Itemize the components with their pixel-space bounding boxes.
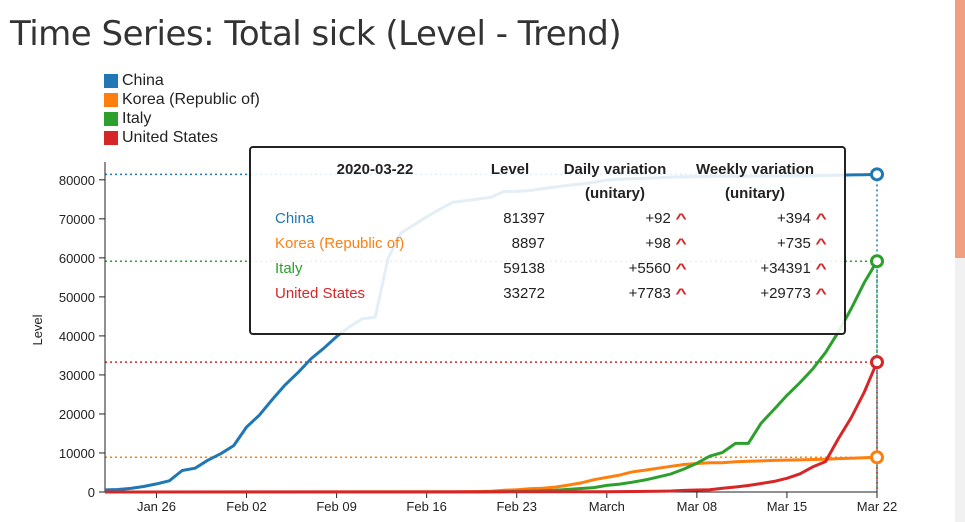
legend-item[interactable]: Korea (Republic of) [104, 90, 260, 109]
x-tick-label: Mar 15 [767, 499, 807, 514]
chevron-up-icon: ^ [815, 235, 827, 251]
legend-item[interactable]: Italy [104, 109, 260, 128]
y-tick-label: 70000 [59, 212, 95, 227]
legend-label: Italy [122, 110, 152, 127]
series-point-marker[interactable] [870, 167, 884, 182]
chevron-up-icon: ^ [675, 260, 687, 276]
x-tick-label: March [589, 499, 625, 514]
series-point-marker[interactable] [870, 254, 884, 269]
hover-markers [870, 167, 884, 465]
x-tick-label: Jan 26 [137, 499, 176, 514]
tooltip-daily-value: +98 ^ [545, 231, 687, 256]
legend-swatch [104, 111, 118, 126]
y-tick-label: 10000 [59, 446, 95, 461]
scrollbar-thumb[interactable] [955, 0, 965, 258]
series-line[interactable] [104, 361, 879, 494]
tooltip-table: 2020-03-22 Level Daily variation (unitar… [265, 158, 827, 306]
y-tick-label: 40000 [59, 329, 95, 344]
tooltip-level-value: 59138 [503, 259, 545, 277]
legend-label: China [122, 72, 164, 89]
tooltip-date: 2020-03-22 [336, 161, 414, 178]
series-point-marker[interactable] [870, 355, 884, 370]
tooltip-row: China 81397 +92 ^ +394 ^ [265, 206, 827, 231]
tooltip-row: Italy 59138 +5560 ^ +34391 ^ [265, 256, 827, 281]
y-tick-label: 80000 [59, 173, 95, 188]
y-axis-label: Level [30, 314, 45, 345]
chevron-up-icon: ^ [675, 235, 687, 251]
series-point-marker[interactable] [870, 450, 884, 465]
x-tick-label: Mar 08 [677, 499, 717, 514]
legend-swatch [104, 130, 118, 145]
legend-item[interactable]: United States [104, 128, 260, 147]
x-tick-label: Feb 02 [226, 499, 266, 514]
legend-label: United States [122, 129, 219, 146]
legend-label: Korea (Republic of) [122, 91, 260, 108]
tooltip-daily-value: +5560 ^ [545, 256, 687, 281]
tooltip-weekly-value: +34391 ^ [685, 256, 827, 281]
y-tick-label: 60000 [59, 251, 95, 266]
tooltip-country-name: United States [275, 284, 366, 302]
tooltip-country-name: Italy [275, 259, 303, 277]
x-tick-label: Mar 22 [857, 499, 897, 514]
chevron-up-icon: ^ [815, 285, 827, 301]
tooltip-daily-value: +92 ^ [545, 206, 687, 231]
x-tick-label: Feb 16 [406, 499, 446, 514]
x-tick-label: Feb 23 [496, 499, 536, 514]
y-tick-label: 0 [88, 485, 95, 500]
tooltip-header-level: Level [490, 161, 530, 178]
chart-legend: China Korea (Republic of) Italy United Stat… [104, 71, 260, 147]
y-tick-label: 50000 [59, 290, 95, 305]
chevron-up-icon: ^ [675, 285, 687, 301]
tooltip-country-name: China [275, 209, 315, 227]
tooltip-header-weekly: Weekly variation (unitary) [695, 161, 815, 202]
tooltip-level-value: 33272 [503, 284, 545, 302]
x-tick-label: Feb 09 [316, 499, 356, 514]
tooltip-daily-value: +7783 ^ [545, 281, 687, 306]
tooltip-rows: China 81397 +92 ^ +394 ^ Korea (Republic of) 88… [265, 206, 827, 306]
x-axis: Jan 26 Feb 02 Feb 09 Feb 16 Feb 23 March Mar 0… [105, 491, 897, 514]
chevron-up-icon: ^ [815, 260, 827, 276]
y-tick-label: 20000 [59, 407, 95, 422]
series-line[interactable] [104, 455, 878, 494]
hover-tooltip: 2020-03-22 Level Daily variation (unitar… [249, 146, 846, 335]
tooltip-weekly-value: +735 ^ [685, 231, 827, 256]
tooltip-header-daily: Daily variation (unitary) [563, 161, 667, 202]
page-scrollbar[interactable] [955, 0, 965, 522]
page-title: Time Series: Total sick (Level - Trend) [10, 14, 622, 54]
tooltip-country-name: Korea (Republic of) [275, 234, 405, 252]
tooltip-level-value: 81397 [503, 209, 545, 227]
chevron-up-icon: ^ [675, 210, 687, 226]
y-tick-label: 30000 [59, 368, 95, 383]
tooltip-row: Korea (Republic of) 8897 +98 ^ +735 ^ [265, 231, 827, 256]
legend-swatch [104, 73, 118, 88]
tooltip-weekly-value: +394 ^ [685, 206, 827, 231]
tooltip-level-value: 8897 [511, 234, 545, 252]
tooltip-weekly-value: +29773 ^ [685, 281, 827, 306]
y-axis: 0 10000 20000 30000 40000 50000 60000 70000 8000… [59, 162, 106, 500]
chevron-up-icon: ^ [815, 210, 827, 226]
tooltip-row: United States 33272 +7783 ^ +29773 ^ [265, 281, 827, 306]
legend-swatch [104, 92, 118, 107]
legend-item[interactable]: China [104, 71, 260, 90]
